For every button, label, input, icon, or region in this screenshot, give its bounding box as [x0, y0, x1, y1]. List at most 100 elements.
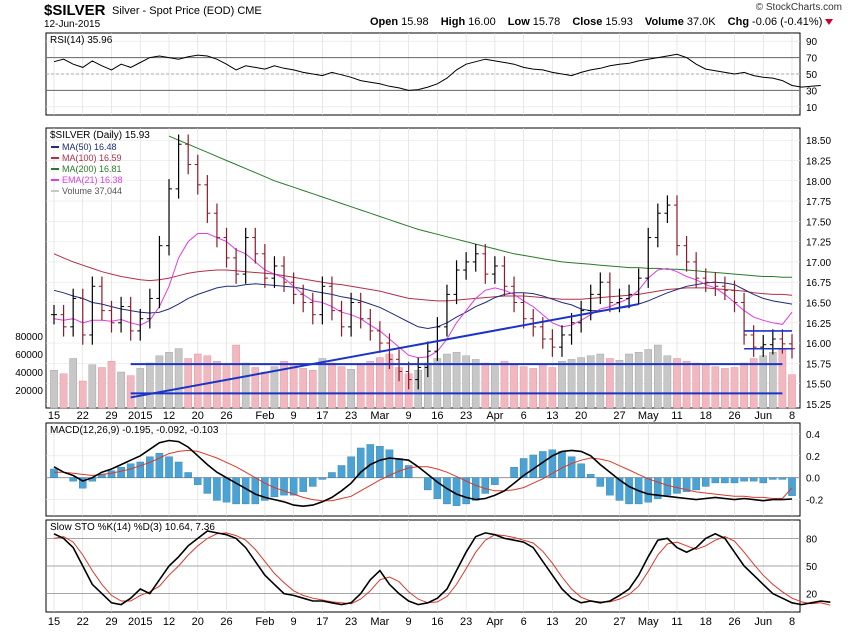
x-tick-label: 29 — [105, 616, 117, 628]
close-label: Close — [572, 16, 603, 28]
volume-bar — [366, 361, 375, 409]
macd-line — [53, 439, 793, 508]
x-tick-label: 12 — [163, 410, 175, 422]
macd-histogram-bar — [682, 477, 691, 492]
volume-bar — [50, 370, 58, 409]
volume-bar — [452, 352, 461, 409]
price-tick-label: 17.00 — [806, 258, 831, 269]
volume-bar — [769, 352, 777, 409]
volume-bar — [711, 366, 720, 409]
macd-histogram-bar — [759, 477, 767, 484]
x-tick-label: 26 — [220, 410, 232, 422]
x-tick-label: 8 — [789, 616, 795, 628]
volume-bar — [376, 357, 384, 409]
macd-histogram-bar — [673, 477, 681, 494]
x-tick-label: Jun — [754, 616, 772, 628]
legend-label: EMA(21) 16.38 — [62, 175, 123, 185]
x-tick-label: 27 — [613, 616, 625, 628]
x-tick-label: 23 — [460, 616, 472, 628]
volume-bar — [289, 364, 298, 409]
macd-histogram-bar — [184, 472, 192, 478]
macd-histogram-bar — [404, 465, 413, 478]
macd-histogram-bar — [769, 477, 777, 480]
ema21-line — [53, 233, 793, 359]
volume-bar — [347, 369, 355, 409]
volume-bar — [126, 375, 135, 409]
price-tick-label: 18.00 — [806, 177, 831, 188]
volume-bar — [107, 361, 116, 409]
x-tick-label: Apr — [486, 410, 503, 422]
macd-histogram-bar — [596, 477, 605, 487]
volume-bar — [88, 364, 97, 409]
volume-bar — [261, 371, 269, 409]
price-tick-label: 15.50 — [806, 380, 831, 391]
volume-bar — [443, 353, 451, 409]
volume-bar — [337, 366, 346, 409]
x-tick-label: 2015 — [128, 410, 152, 422]
x-tick-label: Mar — [370, 616, 389, 628]
volume-bar — [654, 344, 662, 409]
macd-histogram-bar — [136, 461, 145, 478]
x-tick-label: 29 — [105, 410, 117, 422]
volume-bar — [213, 361, 221, 409]
macd-histogram-bar — [174, 461, 183, 478]
legend-label: MA(200) 16.81 — [62, 164, 122, 174]
volume-bar — [500, 361, 509, 409]
legend-label: MA(50) 16.48 — [62, 142, 117, 152]
price-tick-label: 18.50 — [806, 136, 831, 147]
x-tick-label: 16 — [431, 410, 443, 422]
macd-histogram-bar — [519, 458, 528, 478]
rsi-tick-label: 90 — [806, 37, 818, 48]
x-tick-label: 9 — [406, 616, 412, 628]
open-label: Open — [370, 16, 399, 28]
volume-bar — [721, 368, 729, 409]
x-tick-label: Jun — [754, 410, 772, 422]
macd-histogram-bar — [510, 467, 518, 478]
volume-tick-label: 60000 — [15, 350, 43, 361]
rsi-tick-label: 70 — [806, 54, 818, 65]
macd-histogram-bar — [280, 477, 288, 496]
price-tick-label: 16.50 — [806, 298, 831, 309]
macd-histogram-bar — [289, 477, 298, 496]
macd-histogram-bar — [778, 477, 787, 480]
macd-histogram-bar — [711, 477, 720, 484]
ma50-line — [53, 281, 793, 330]
x-tick-label: 20 — [575, 410, 587, 422]
volume-bar — [69, 358, 77, 409]
macd-histogram-bar — [548, 449, 557, 478]
volume-bar — [462, 355, 470, 409]
x-tick-label: 27 — [613, 410, 625, 422]
trendline-annotation — [130, 303, 639, 399]
volume-tick-label: 40000 — [15, 368, 43, 379]
macd-histogram-bar — [232, 477, 240, 505]
x-tick-label: 9 — [291, 410, 297, 422]
volume-bar — [519, 366, 528, 409]
low-value: 15.78 — [532, 16, 561, 28]
volume-bar — [155, 355, 164, 409]
volume-bar — [222, 365, 231, 409]
volume-bar — [788, 374, 796, 409]
exchange-text: CME — [237, 5, 262, 17]
x-tick-label: 16 — [431, 616, 443, 628]
macd-histogram-bar — [146, 456, 154, 478]
macd-histogram-bar — [491, 477, 499, 485]
macd-histogram-bar — [462, 477, 470, 505]
volume-bar — [241, 362, 250, 409]
volume-bar — [270, 366, 279, 409]
volume-bar — [749, 358, 758, 409]
macd-histogram-bar — [299, 477, 307, 492]
volume-bar — [308, 370, 317, 409]
copyright[interactable]: © StockCharts.com — [755, 2, 842, 13]
volume-bar — [193, 353, 202, 409]
volume-bar — [539, 364, 547, 409]
volume-bar — [510, 363, 518, 409]
x-tick-label: 12 — [163, 616, 175, 628]
macd-histogram-bar — [424, 477, 432, 491]
macd-histogram-bar — [625, 477, 633, 505]
price-tick-label: 17.75 — [806, 197, 831, 208]
x-tick-label: 9 — [406, 410, 412, 422]
x-tick-label: 23 — [460, 410, 472, 422]
macd-histogram-bar — [558, 451, 566, 478]
macd-histogram-bar — [79, 477, 87, 489]
